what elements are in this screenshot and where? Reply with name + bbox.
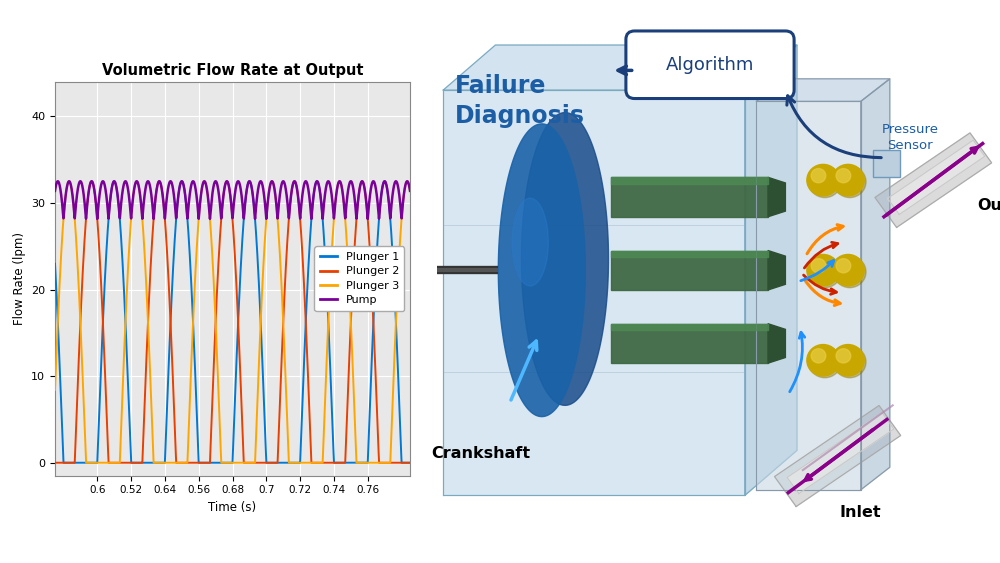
Circle shape	[834, 256, 866, 288]
Circle shape	[836, 348, 851, 363]
Polygon shape	[861, 79, 890, 490]
FancyBboxPatch shape	[873, 150, 900, 177]
FancyBboxPatch shape	[626, 31, 794, 99]
Text: Inlet: Inlet	[840, 505, 882, 520]
Polygon shape	[768, 251, 785, 290]
Polygon shape	[768, 177, 785, 217]
Circle shape	[809, 166, 841, 198]
Circle shape	[834, 166, 866, 198]
Circle shape	[809, 346, 841, 378]
Polygon shape	[745, 45, 797, 495]
Y-axis label: Flow Rate (lpm): Flow Rate (lpm)	[13, 232, 26, 325]
Circle shape	[807, 254, 839, 286]
Circle shape	[811, 258, 826, 273]
Title: Volumetric Flow Rate at Output: Volumetric Flow Rate at Output	[102, 62, 363, 78]
Polygon shape	[775, 405, 901, 507]
Text: Outlet: Outlet	[977, 198, 1000, 213]
Circle shape	[836, 168, 851, 183]
Circle shape	[809, 256, 841, 288]
Polygon shape	[611, 324, 768, 330]
Polygon shape	[611, 251, 768, 290]
Polygon shape	[875, 133, 992, 227]
Circle shape	[811, 168, 826, 183]
Polygon shape	[498, 124, 585, 417]
Text: Crankshaft: Crankshaft	[431, 446, 530, 461]
Polygon shape	[756, 79, 890, 101]
Polygon shape	[787, 413, 894, 494]
X-axis label: Time (s): Time (s)	[208, 501, 257, 514]
Polygon shape	[522, 113, 608, 405]
Polygon shape	[611, 324, 768, 363]
Circle shape	[832, 345, 864, 376]
Circle shape	[832, 254, 864, 286]
Polygon shape	[888, 140, 985, 215]
Polygon shape	[611, 177, 768, 217]
Polygon shape	[756, 101, 861, 490]
Text: Pressure
Sensor: Pressure Sensor	[882, 123, 939, 153]
Circle shape	[807, 345, 839, 376]
Circle shape	[811, 348, 826, 363]
Legend: Plunger 1, Plunger 2, Plunger 3, Pump: Plunger 1, Plunger 2, Plunger 3, Pump	[314, 247, 404, 311]
Polygon shape	[443, 90, 745, 495]
Polygon shape	[611, 251, 768, 257]
Polygon shape	[611, 177, 768, 184]
Polygon shape	[443, 45, 797, 90]
Polygon shape	[768, 324, 785, 363]
Circle shape	[832, 164, 864, 196]
Text: Failure
Diagnosis: Failure Diagnosis	[455, 74, 585, 128]
Text: Algorithm: Algorithm	[666, 56, 754, 74]
Polygon shape	[512, 198, 548, 286]
Circle shape	[807, 164, 839, 196]
Circle shape	[834, 346, 866, 378]
Circle shape	[836, 258, 851, 273]
